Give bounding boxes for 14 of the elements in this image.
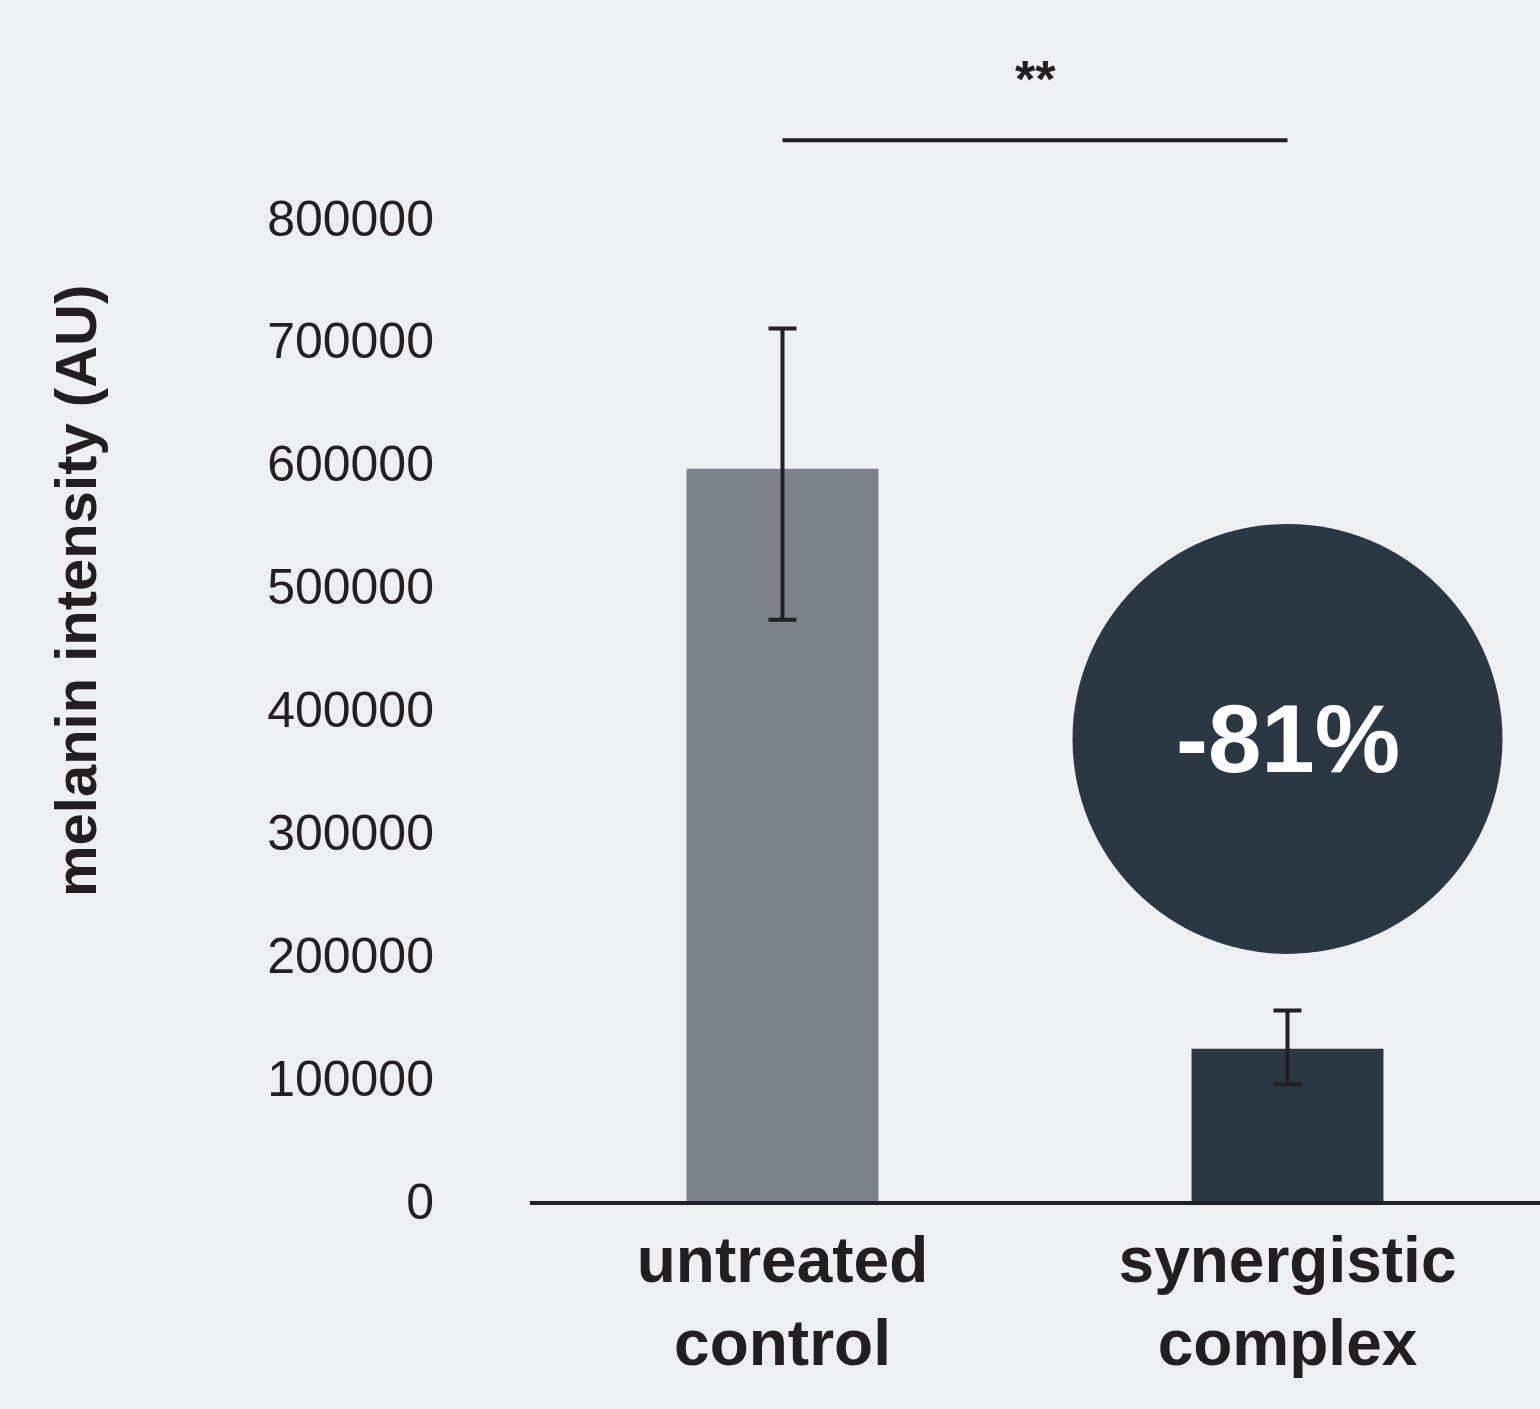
x-tick-label: synergistic complex <box>1118 1223 1457 1379</box>
y-tick-label: 100000 <box>267 1050 434 1107</box>
y-tick-label: 700000 <box>267 313 434 370</box>
y-tick-label: 400000 <box>267 682 434 738</box>
y-axis-title: melanin intensity (AU) <box>42 284 108 898</box>
y-tick-label: 200000 <box>267 927 434 984</box>
y-tick-label: 800000 <box>267 190 434 247</box>
y-tick-label: 300000 <box>267 804 434 861</box>
y-tick-label: 600000 <box>267 436 434 493</box>
text: ** <box>1015 50 1057 108</box>
x-tick-label: untreated control <box>636 1223 929 1379</box>
annotation: -81% <box>1176 685 1401 792</box>
y-tick-label: 0 <box>406 1173 434 1230</box>
y-tick-label: 500000 <box>267 559 434 616</box>
